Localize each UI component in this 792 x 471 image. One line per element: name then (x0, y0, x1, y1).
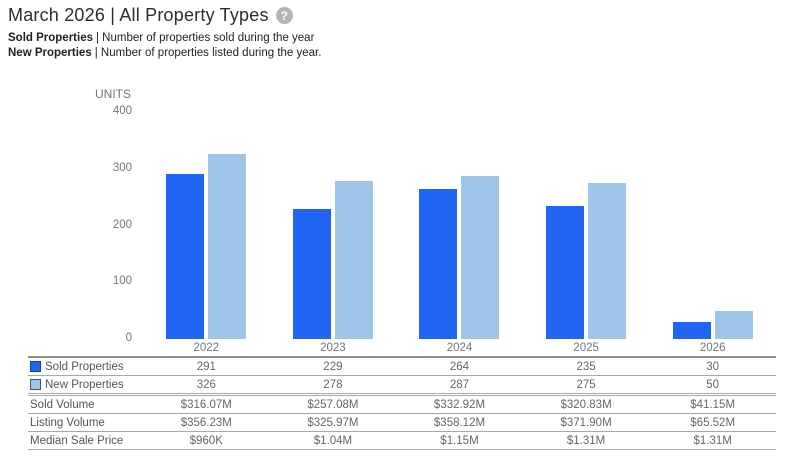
report-header: March 2026 | All Property Types ? (8, 5, 293, 26)
row-label-text: Median Sale Price (30, 434, 124, 447)
table-cell-sold-volume-2024: $332.92M (433, 398, 486, 411)
table-cell-sold-volume-2025: $320.83M (560, 398, 612, 411)
table-cell-sold-properties-2024: 264 (449, 360, 470, 373)
table-section-divider (28, 394, 776, 396)
table-cell-new-properties-2026: 50 (706, 378, 720, 391)
bar-group-2023 (270, 112, 397, 339)
table-cell-new-properties-2023: 278 (323, 378, 343, 391)
table-cell-median-sale-price-2024: $1.15M (440, 434, 479, 447)
table-cell-listing-volume-2026: $65.52M (690, 416, 736, 429)
row-label-text: Sold Volume (30, 398, 95, 411)
page-title: March 2026 | All Property Types (8, 5, 269, 25)
table-cell-sold-properties-2025: 235 (576, 360, 596, 373)
row-label-new-properties: New Properties (28, 379, 143, 391)
table-row-sold-volume: Sold Volume $316.07M $257.08M $332.92M $320.… (28, 396, 776, 414)
table-cell-listing-volume-2024: $358.12M (433, 416, 486, 429)
x-axis-label-2026: 2026 (699, 342, 726, 354)
table-cell-sold-volume-2023: $257.08M (307, 398, 359, 411)
row-label-text: Listing Volume (30, 416, 105, 429)
table-row-new-properties: New Properties 326 278 287 275 50 (28, 376, 776, 394)
y-axis-tick-0: 0 (125, 332, 132, 344)
bar-group-2022 (143, 112, 270, 339)
bar-sold-properties-2025[interactable] (546, 205, 585, 339)
help-icon[interactable]: ? (275, 7, 293, 24)
bar-sold-properties-2023[interactable] (292, 209, 331, 339)
metric-descriptions: Sold Properties | Number of properties so… (8, 31, 321, 60)
table-cell-median-sale-price-2022: $960K (189, 434, 223, 447)
table-cell-median-sale-price-2025: $1.31M (566, 434, 606, 447)
y-axis: 400 300 200 100 0 (80, 105, 132, 344)
y-axis-tick-100: 100 (112, 275, 132, 288)
bar-group-2025 (523, 112, 650, 339)
row-label-listing-volume: Listing Volume (28, 417, 143, 429)
table-cell-listing-volume-2022: $356.23M (180, 416, 232, 429)
bar-sold-properties-2026[interactable] (672, 322, 711, 339)
bar-chart-plot-area (143, 112, 776, 339)
table-cell-sold-volume-2022: $316.07M (180, 398, 232, 411)
table-cell-median-sale-price-2026: $1.31M (693, 434, 732, 447)
bar-new-properties-2022[interactable] (208, 154, 247, 339)
y-axis-tick-300: 300 (112, 161, 132, 174)
new-properties-term: New Properties (8, 46, 92, 59)
table-cell-new-properties-2022: 326 (196, 378, 216, 391)
y-axis-tick-200: 200 (112, 218, 132, 231)
table-cell-sold-properties-2023: 229 (323, 360, 343, 373)
table-cell-median-sale-price-2023: $1.04M (313, 434, 353, 447)
table-row-median-sale-price: Median Sale Price $960K $1.04M $1.15M $1.31M… (28, 432, 776, 450)
bar-new-properties-2023[interactable] (334, 181, 373, 339)
bar-sold-properties-2022[interactable] (166, 173, 205, 339)
y-axis-title: UNITS (95, 87, 131, 101)
table-cell-new-properties-2025: 275 (576, 378, 596, 391)
table-cell-new-properties-2024: 287 (449, 378, 470, 391)
x-axis: 2022 2023 2024 2025 2026 (143, 342, 776, 356)
new-properties-text: | Number of properties listed during the… (94, 46, 322, 59)
bar-group-2026 (649, 112, 776, 339)
bar-group-2024 (396, 112, 523, 339)
sold-properties-text: | Number of properties sold during the y… (96, 32, 315, 44)
table-row-listing-volume: Listing Volume $356.23M $325.97M $358.12M $3… (28, 414, 776, 432)
table-cell-listing-volume-2025: $371.90M (560, 416, 612, 429)
legend-swatch-new-properties (30, 379, 41, 390)
summary-table: Sold Properties 291 229 264 235 30 New Propert… (28, 356, 776, 450)
bar-new-properties-2024[interactable] (461, 176, 500, 339)
row-label-median-sale-price: Median Sale Price (28, 435, 143, 447)
sold-properties-description: Sold Properties | Number of properties so… (8, 31, 321, 46)
bar-new-properties-2026[interactable] (714, 310, 753, 339)
row-label-text: New Properties (45, 378, 124, 391)
x-axis-label-2023: 2023 (320, 342, 346, 354)
row-label-sold-properties: Sold Properties (28, 361, 143, 373)
x-axis-label-2022: 2022 (193, 342, 220, 354)
row-label-text: Sold Properties (45, 360, 124, 373)
x-axis-label-2024: 2024 (446, 342, 473, 354)
table-row-sold-properties: Sold Properties 291 229 264 235 30 (28, 358, 776, 376)
table-cell-sold-properties-2022: 291 (196, 360, 216, 373)
table-cell-sold-volume-2026: $41.15M (690, 398, 736, 411)
table-cell-sold-properties-2026: 30 (706, 360, 720, 373)
bar-new-properties-2025[interactable] (588, 182, 627, 339)
new-properties-description: New Properties | Number of properties lis… (8, 46, 321, 61)
bar-sold-properties-2024[interactable] (419, 189, 458, 339)
row-label-sold-volume: Sold Volume (28, 399, 143, 411)
x-axis-label-2025: 2025 (573, 342, 599, 354)
legend-swatch-sold-properties (30, 361, 41, 372)
y-axis-tick-400: 400 (112, 105, 132, 117)
sold-properties-term: Sold Properties (8, 32, 93, 44)
table-cell-listing-volume-2023: $325.97M (307, 416, 359, 429)
